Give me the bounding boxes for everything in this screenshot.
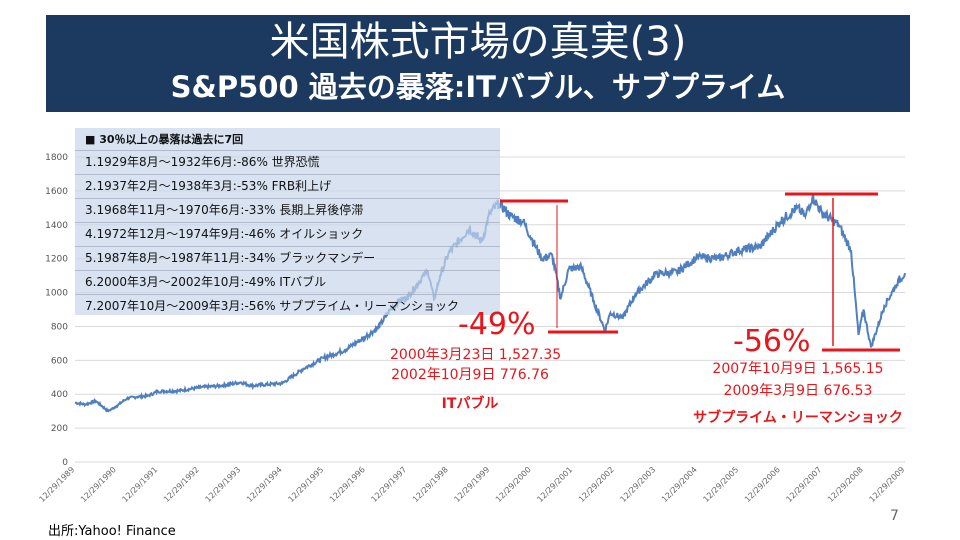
x-tick-label: 12/29/2007 <box>784 465 823 504</box>
x-tick-label: 12/29/2000 <box>494 465 533 504</box>
page-number: 7 <box>890 508 899 524</box>
crash-history-heading: ■ 30％以上の暴落は過去に7回 <box>75 128 500 151</box>
crash-item: 7.2007年10月～2009年3月:-56% サブプライム・リーマンショック <box>85 299 460 313</box>
y-tick-label: 800 <box>51 322 68 332</box>
it-peak-text: 2000年3月23日 1,527.35 <box>390 347 562 363</box>
crash-item: 3.1968年11月～1970年6月:-33% 長期上昇後停滞 <box>75 199 500 223</box>
subprime-label: サブプライム・リーマンショック <box>693 410 903 426</box>
crash-item: 6.2000年3月～2002年10月:-49% ITバブル <box>75 271 500 295</box>
x-tick-label: 12/29/2002 <box>577 465 616 504</box>
y-tick-label: 0 <box>62 458 68 468</box>
subprime-trough-text: 2009年3月9日 676.53 <box>723 383 873 399</box>
x-tick-label: 12/29/1989 <box>37 465 76 504</box>
y-tick-label: 1600 <box>45 187 68 197</box>
x-tick-label: 12/29/2006 <box>743 465 782 504</box>
page-subtitle: S&P500 過去の暴落:ITバブル、サブプライム <box>170 70 786 104</box>
x-tick-label: 12/29/1993 <box>203 465 242 504</box>
x-tick-label: 12/29/1991 <box>120 465 159 504</box>
x-tick-label: 12/29/1997 <box>369 465 408 504</box>
subprime-peak-text: 2007年10月9日 1,565.15 <box>712 361 884 377</box>
it-trough-text: 2002年10月9日 776.76 <box>391 367 549 383</box>
crash-item: 2.1937年2月～1938年3月:-53% FRB利上げ <box>75 175 500 199</box>
y-tick-label: 1200 <box>45 255 68 265</box>
title-banner: 米国株式市場の真実(3) S&P500 過去の暴落:ITバブル、サブプライム <box>46 15 910 112</box>
crash-item: 5.1987年8月～1987年11月:-34% ブラックマンデー <box>75 247 500 271</box>
y-tick-label: 400 <box>51 390 68 400</box>
x-tick-label: 12/29/2005 <box>701 465 740 504</box>
x-tick-label: 12/29/2009 <box>867 465 906 504</box>
crash-history-box: ■ 30％以上の暴落は過去に7回 1.1929年8月～1932年6月:-86% … <box>75 128 500 315</box>
it-bubble-label: ITパブル <box>441 396 499 412</box>
x-tick-label: 12/29/1996 <box>328 465 367 504</box>
x-tick-label: 12/29/1995 <box>286 465 325 504</box>
x-tick-label: 12/29/1998 <box>411 465 450 504</box>
x-tick-label: 12/29/1992 <box>162 465 201 504</box>
it-drop-percent: -49% <box>458 307 536 342</box>
x-tick-label: 12/29/2008 <box>826 465 865 504</box>
subprime-drop-percent: -56% <box>733 324 811 359</box>
x-tick-label: 12/29/1999 <box>452 465 491 504</box>
x-tick-label: 12/29/2001 <box>535 465 574 504</box>
source-note: 出所:Yahoo! Finance <box>48 524 176 539</box>
crash-item: 4.1972年12月～1974年9月:-46% オイルショック <box>75 223 500 247</box>
y-tick-label: 1800 <box>45 153 68 163</box>
y-tick-label: 1400 <box>45 221 68 231</box>
x-tick-label: 12/29/1990 <box>79 465 118 504</box>
x-tick-label: 12/29/2003 <box>618 465 657 504</box>
x-tick-label: 12/29/1994 <box>245 465 284 504</box>
x-tick-label: 12/29/2004 <box>660 465 699 504</box>
y-tick-label: 600 <box>51 356 68 366</box>
y-tick-label: 1000 <box>45 289 68 299</box>
page-title: 米国株式市場の真実(3) <box>269 19 687 65</box>
y-tick-label: 200 <box>51 424 68 434</box>
crash-item: 1.1929年8月～1932年6月:-86% 世界恐慌 <box>75 151 500 175</box>
